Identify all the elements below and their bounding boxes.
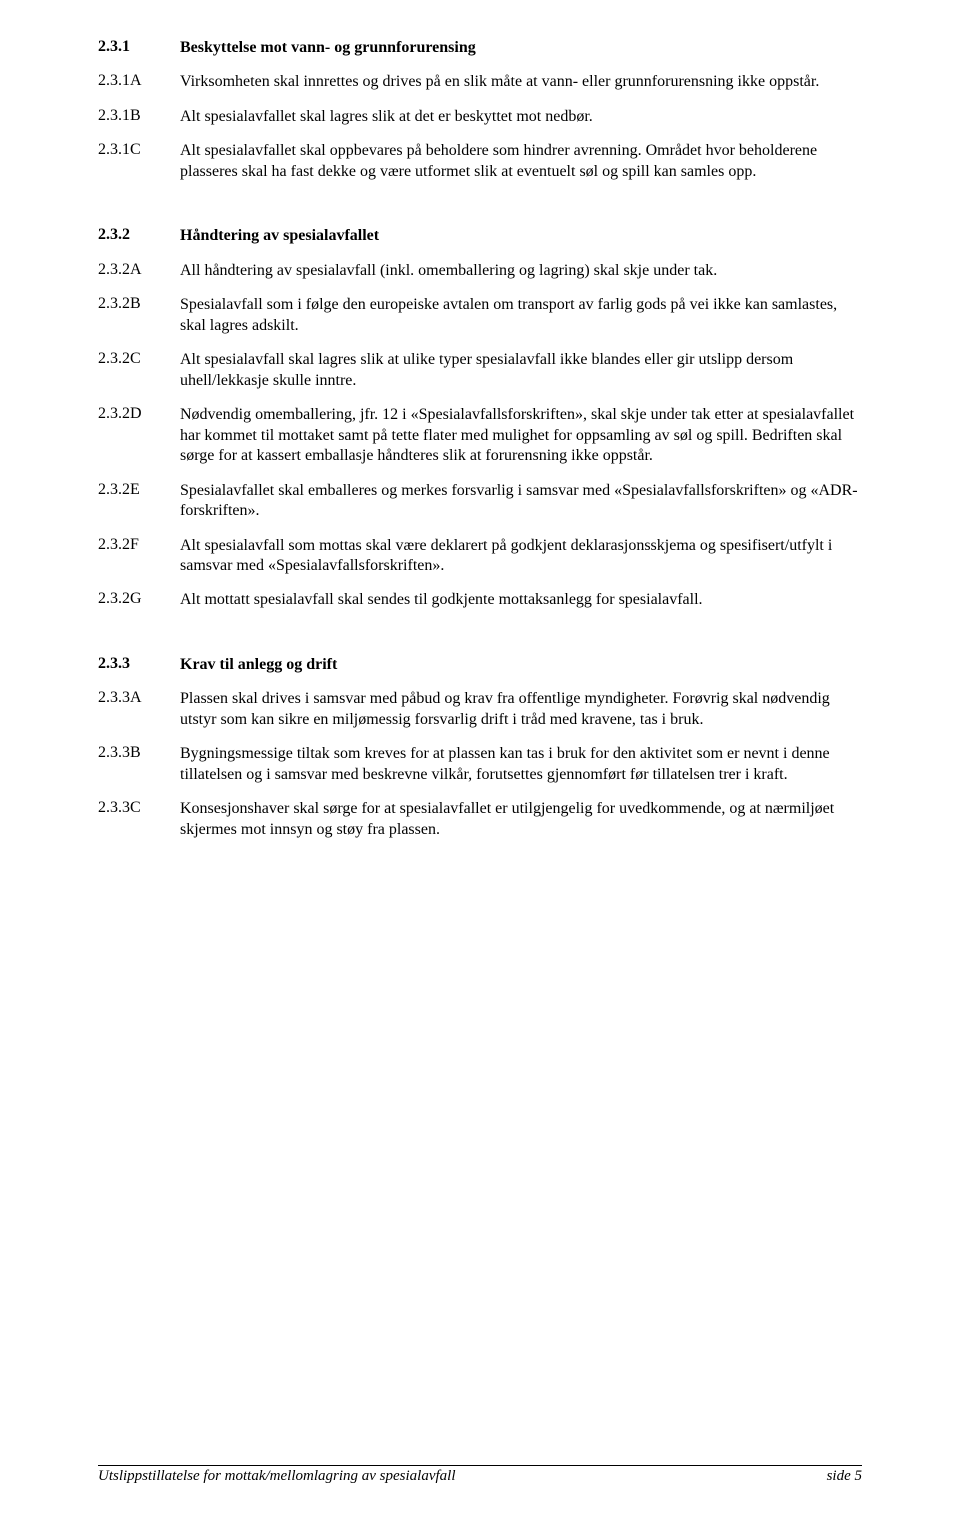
section-gap <box>98 625 862 655</box>
footer-right: side 5 <box>827 1468 862 1485</box>
document-page: 2.3.1 Beskyttelse mot vann- og grunnforu… <box>0 0 960 1521</box>
page-footer: Utslippstillatelse for mottak/mellomlagr… <box>98 1465 862 1485</box>
heading-row-232: 2.3.2 Håndtering av spesialavfallet <box>98 226 862 246</box>
para-num: 2.3.1A <box>98 72 180 92</box>
para-num: 2.3.2C <box>98 350 180 391</box>
para-row-231A: 2.3.1A Virksomheten skal innrettes og dr… <box>98 72 862 92</box>
para-row-233C: 2.3.3C Konsesjonshaver skal sørge for at… <box>98 799 862 840</box>
para-row-232E: 2.3.2E Spesialavfallet skal emballeres o… <box>98 481 862 522</box>
para-num: 2.3.2D <box>98 405 180 466</box>
para-row-232F: 2.3.2F Alt spesialavfall som mottas skal… <box>98 536 862 577</box>
heading-num: 2.3.3 <box>98 655 180 675</box>
para-num: 2.3.2F <box>98 536 180 577</box>
para-row-233B: 2.3.3B Bygningsmessige tiltak som kreves… <box>98 744 862 785</box>
para-num: 2.3.2G <box>98 590 180 610</box>
para-text: All håndtering av spesialavfall (inkl. o… <box>180 261 862 281</box>
heading-title: Beskyttelse mot vann- og grunnforurensin… <box>180 38 862 58</box>
heading-title: Håndtering av spesialavfallet <box>180 226 862 246</box>
para-num: 2.3.3A <box>98 689 180 730</box>
para-text: Virksomheten skal innrettes og drives på… <box>180 72 862 92</box>
footer-text-row: Utslippstillatelse for mottak/mellomlagr… <box>98 1468 862 1485</box>
para-text: Plassen skal drives i samsvar med påbud … <box>180 689 862 730</box>
heading-row-233: 2.3.3 Krav til anlegg og drift <box>98 655 862 675</box>
heading-title: Krav til anlegg og drift <box>180 655 862 675</box>
heading-num: 2.3.1 <box>98 38 180 58</box>
para-row-232C: 2.3.2C Alt spesialavfall skal lagres sli… <box>98 350 862 391</box>
para-text: Alt spesialavfallet skal oppbevares på b… <box>180 141 862 182</box>
para-text: Alt spesialavfall som mottas skal være d… <box>180 536 862 577</box>
para-text: Spesialavfall som i følge den europeiske… <box>180 295 862 336</box>
para-num: 2.3.2E <box>98 481 180 522</box>
para-num: 2.3.2A <box>98 261 180 281</box>
footer-rule <box>98 1465 862 1466</box>
heading-row-231: 2.3.1 Beskyttelse mot vann- og grunnforu… <box>98 38 862 58</box>
para-text: Spesialavfallet skal emballeres og merke… <box>180 481 862 522</box>
para-row-232G: 2.3.2G Alt mottatt spesialavfall skal se… <box>98 590 862 610</box>
para-num: 2.3.3B <box>98 744 180 785</box>
para-num: 2.3.1C <box>98 141 180 182</box>
para-row-231C: 2.3.1C Alt spesialavfallet skal oppbevar… <box>98 141 862 182</box>
para-num: 2.3.2B <box>98 295 180 336</box>
para-num: 2.3.3C <box>98 799 180 840</box>
para-num: 2.3.1B <box>98 107 180 127</box>
para-row-232B: 2.3.2B Spesialavfall som i følge den eur… <box>98 295 862 336</box>
para-text: Nødvendig omemballering, jfr. 12 i «Spes… <box>180 405 862 466</box>
para-text: Alt spesialavfall skal lagres slik at ul… <box>180 350 862 391</box>
para-text: Konsesjonshaver skal sørge for at spesia… <box>180 799 862 840</box>
para-row-232A: 2.3.2A All håndtering av spesialavfall (… <box>98 261 862 281</box>
para-row-232D: 2.3.2D Nødvendig omemballering, jfr. 12 … <box>98 405 862 466</box>
para-text: Alt spesialavfallet skal lagres slik at … <box>180 107 862 127</box>
heading-num: 2.3.2 <box>98 226 180 246</box>
footer-left: Utslippstillatelse for mottak/mellomlagr… <box>98 1468 455 1485</box>
para-row-231B: 2.3.1B Alt spesialavfallet skal lagres s… <box>98 107 862 127</box>
para-text: Bygningsmessige tiltak som kreves for at… <box>180 744 862 785</box>
section-gap <box>98 196 862 226</box>
para-row-233A: 2.3.3A Plassen skal drives i samsvar med… <box>98 689 862 730</box>
para-text: Alt mottatt spesialavfall skal sendes ti… <box>180 590 862 610</box>
